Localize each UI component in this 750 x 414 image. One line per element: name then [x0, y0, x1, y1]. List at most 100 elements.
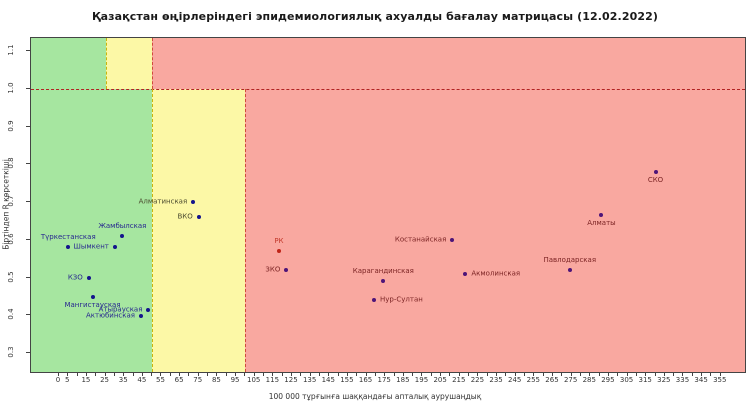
y-tick [26, 314, 30, 316]
y-tick [26, 125, 30, 127]
x-tick-label: 355 [713, 376, 727, 384]
x-tick-label: 15 [81, 376, 91, 384]
x-tick [617, 372, 619, 376]
x-tick [710, 372, 712, 376]
point-label: КЗО [67, 273, 83, 282]
x-tick [551, 372, 553, 376]
y-tick [26, 352, 30, 354]
x-tick-label: 245 [508, 376, 522, 384]
x-tick [244, 372, 246, 376]
x-tick [253, 372, 255, 376]
x-tick [719, 372, 721, 376]
x-tick-label: 235 [489, 376, 503, 384]
x-tick-label: 0 [55, 376, 61, 384]
data-point [463, 271, 468, 276]
x-tick [132, 372, 134, 376]
x-tick [691, 372, 693, 376]
x-tick [412, 372, 414, 376]
point-label: Павлодарская [543, 256, 597, 265]
data-point [66, 245, 71, 250]
y-tick-label: 1.1 [7, 44, 15, 56]
x-tick [263, 372, 265, 376]
x-tick-label: 185 [396, 376, 410, 384]
x-tick [141, 372, 143, 376]
data-point [653, 169, 658, 174]
x-axis-title: 100 000 тұрғынға шаққандағы апталық ауру… [268, 392, 482, 401]
x-tick [290, 372, 292, 376]
x-tick-label: 25 [100, 376, 110, 384]
x-tick-label: 205 [433, 376, 447, 384]
y-tick [26, 163, 30, 165]
zone-red-main [245, 88, 745, 372]
x-tick [645, 372, 647, 376]
x-tick-label: 315 [638, 376, 652, 384]
x-tick [505, 372, 507, 376]
zone-yellow-main [152, 88, 246, 372]
x-tick [188, 372, 190, 376]
y-tick-label: 0.9 [7, 120, 15, 132]
x-tick [67, 372, 69, 376]
x-tick-label: 105 [247, 376, 261, 384]
x-tick-label: 305 [619, 376, 634, 384]
zone-green-top [31, 38, 106, 89]
x-tick [514, 372, 516, 376]
x-tick [486, 372, 488, 376]
x-tick [421, 372, 423, 376]
data-point [146, 307, 151, 312]
x-tick [449, 372, 451, 376]
x-tick [393, 372, 395, 376]
x-tick [216, 372, 218, 376]
x-tick [160, 372, 162, 376]
x-tick [673, 372, 675, 376]
x-tick [104, 372, 106, 376]
x-tick [365, 372, 367, 376]
zone-yellow-top [105, 38, 153, 89]
x-tick-label: 115 [265, 376, 280, 384]
data-point [599, 213, 604, 218]
x-tick [533, 372, 535, 376]
x-tick [561, 372, 563, 376]
data-point [196, 215, 201, 220]
x-tick [76, 372, 78, 376]
x-tick-label: 45 [137, 376, 147, 384]
point-label: Атырауская [98, 305, 143, 314]
x-tick [346, 372, 348, 376]
point-label: Карагандинская [352, 267, 414, 276]
data-point [90, 294, 95, 299]
y-tick [26, 50, 30, 52]
x-tick-label: 285 [582, 376, 596, 384]
x-tick-label: 325 [657, 376, 671, 384]
x-tick-label: 165 [358, 376, 373, 384]
x-tick [272, 372, 274, 376]
data-point [372, 298, 377, 303]
x-tick-label: 275 [563, 376, 578, 384]
zone-red-top [152, 38, 745, 89]
x-tick-label: 215 [452, 376, 466, 384]
data-point [381, 279, 386, 284]
data-point [138, 314, 143, 319]
x-tick-label: 135 [302, 376, 317, 384]
point-label: Актюбинская [85, 311, 135, 320]
x-tick [318, 372, 320, 376]
point-label: Акмолинская [471, 269, 521, 278]
x-tick [635, 372, 637, 376]
x-tick [95, 372, 97, 376]
plot-area: Түркестанская Жамбылская Шымкент КЗО Мангист… [30, 37, 746, 373]
point-label: ЗКО [265, 265, 281, 274]
data-point [284, 268, 289, 273]
x-tick [151, 372, 153, 376]
x-tick [402, 372, 404, 376]
x-tick-label: 125 [284, 376, 298, 384]
x-tick [123, 372, 125, 376]
x-tick [207, 372, 209, 376]
point-label: Шымкент [73, 242, 109, 251]
point-label: СКО [647, 175, 664, 184]
x-tick-label: 75 [193, 376, 203, 384]
x-tick [458, 372, 460, 376]
x-tick [654, 372, 656, 376]
data-point [86, 275, 91, 280]
x-tick-label: 95 [230, 376, 240, 384]
x-tick [542, 372, 544, 376]
x-tick [682, 372, 684, 376]
